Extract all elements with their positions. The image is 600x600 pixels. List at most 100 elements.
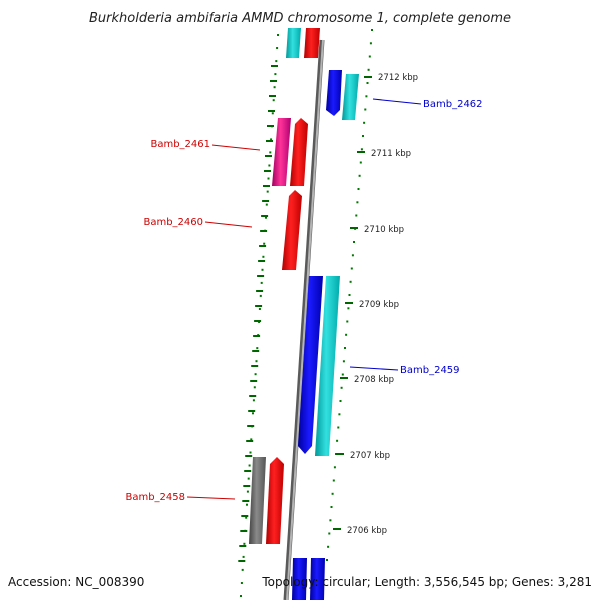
gene-blue-bottom-1[interactable]: [292, 558, 307, 600]
guide-dot: [342, 360, 345, 363]
guide-dot: [329, 519, 332, 522]
kbp-label: 2709 kbp: [359, 300, 399, 310]
guide-dot: [268, 164, 271, 167]
guide-dot: [261, 268, 264, 271]
guide-dot: [274, 73, 277, 76]
guide-dot: [339, 400, 342, 402]
guide-dot: [270, 138, 273, 141]
accession-text: Accession: NC_008390: [8, 575, 144, 589]
guide-dot: [369, 42, 372, 45]
guide-dot: [267, 177, 270, 180]
guide-dot: [246, 490, 249, 493]
gene-bamb-2461-red[interactable]: [290, 118, 308, 186]
topology-text: Topology: circular; Length: 3,556,545 bp…: [261, 575, 592, 589]
guide-dot: [338, 413, 341, 416]
kbp-scale: 2712 kbp 2711 kbp 2710 kbp 2709 kbp 2708…: [333, 73, 418, 536]
guide-dot: [263, 242, 266, 245]
guide-dot: [258, 308, 261, 310]
guide-dot: [328, 532, 331, 535]
guide-dot: [349, 280, 352, 283]
guide-dot: [353, 241, 355, 243]
gene-label-bamb-2459[interactable]: Bamb_2459: [400, 365, 460, 376]
guide-dot: [364, 108, 367, 111]
guide-dot: [253, 386, 256, 389]
guide-dot: [348, 294, 351, 296]
guide-dot: [256, 347, 259, 350]
guide-dot: [241, 568, 244, 571]
guide-dot: [245, 516, 248, 519]
guide-dot: [240, 595, 242, 597]
leader-line: [204, 221, 253, 228]
guide-dot: [265, 203, 268, 206]
guide-dot: [341, 373, 344, 376]
guide-dot: [327, 545, 330, 548]
gene-label-bamb-2460[interactable]: Bamb_2460: [143, 217, 203, 228]
gene-features: [249, 28, 359, 600]
guide-dot: [273, 86, 276, 89]
gene-blue-bottom-2[interactable]: [310, 558, 325, 600]
kbp-label: 2711 kbp: [371, 149, 411, 159]
map-title: Burkholderia ambifaria AMMD chromosome 1…: [89, 11, 511, 26]
guide-dot: [332, 479, 335, 482]
guide-dot: [359, 161, 362, 164]
guide-dot: [259, 294, 262, 297]
guide-dot: [350, 267, 353, 270]
guide-dot: [269, 151, 272, 154]
guide-dot: [357, 188, 360, 190]
guide-dot: [337, 426, 340, 429]
guide-dot: [260, 281, 263, 284]
guide-dot: [362, 135, 364, 137]
leader-line: [349, 366, 399, 371]
gene-bamb-2461-pink[interactable]: [272, 118, 291, 186]
guide-dot: [248, 464, 251, 467]
guide-dot: [326, 559, 328, 561]
right-dotted-guide: [326, 29, 373, 561]
gene-red-top-2[interactable]: [304, 28, 320, 58]
gene-label-bamb-2462[interactable]: Bamb_2462: [423, 99, 483, 110]
guide-dot: [366, 82, 369, 84]
kbp-label: 2707 kbp: [350, 451, 390, 461]
guide-dot: [330, 506, 333, 508]
guide-dot: [355, 214, 358, 217]
guide-dot: [254, 373, 257, 376]
guide-dot: [351, 254, 354, 257]
gene-label-bamb-2461[interactable]: Bamb_2461: [150, 139, 210, 150]
guide-dot: [250, 438, 253, 441]
guide-dot: [255, 360, 258, 363]
gene-labels: Bamb_2462 Bamb_2461 Bamb_2460 Bamb_2459 …: [125, 98, 483, 503]
guide-dot: [333, 466, 336, 469]
guide-dot: [356, 201, 359, 204]
guide-dot: [249, 451, 252, 454]
leader-line: [372, 98, 422, 105]
gene-label-bamb-2458[interactable]: Bamb_2458: [125, 492, 185, 503]
guide-dot: [344, 347, 346, 349]
kbp-label: 2708 kbp: [354, 375, 394, 385]
guide-dot: [246, 503, 248, 506]
guide-dot: [271, 112, 274, 115]
left-ticks: [238, 65, 278, 562]
guide-dot: [358, 174, 361, 177]
leader-line: [211, 144, 261, 151]
guide-dot: [363, 121, 366, 124]
guide-dot: [331, 492, 334, 495]
gene-bamb-2459-cyan[interactable]: [315, 276, 340, 456]
genome-backbone-highlight: [286, 39, 324, 600]
leader-line: [186, 496, 236, 500]
guide-dot: [336, 439, 339, 442]
gene-bamb-2458-gray[interactable]: [249, 457, 266, 544]
gene-bamb-2462-cyan[interactable]: [342, 74, 359, 120]
gene-bamb-2460-red[interactable]: [282, 190, 302, 270]
gene-bamb-2458-red[interactable]: [266, 457, 284, 544]
gene-bamb-2459-blue[interactable]: [298, 276, 323, 454]
gene-cyan-top-1[interactable]: [286, 28, 301, 58]
guide-dot: [276, 47, 279, 49]
guide-dot: [247, 477, 250, 480]
guide-dot: [243, 542, 246, 545]
guide-dot: [262, 255, 265, 258]
guide-dot: [240, 582, 243, 584]
guide-dot: [365, 95, 368, 98]
gene-bamb-2462-blue[interactable]: [326, 70, 342, 116]
guide-dot: [340, 386, 343, 389]
guide-dot: [360, 148, 363, 151]
